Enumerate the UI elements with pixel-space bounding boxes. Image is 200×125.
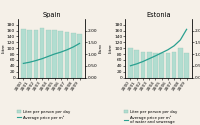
Title: Estonia: Estonia [146,12,171,18]
Bar [40,28,44,78]
Bar [128,48,133,78]
Y-axis label: Euro: Euro [99,43,103,53]
Bar [141,52,145,78]
Bar [27,30,32,78]
Bar [147,52,152,78]
Legend: Litre per person per day, Average price per m³
of water and sewerage: Litre per person per day, Average price … [124,110,177,124]
Bar [34,30,38,78]
Bar [58,30,63,78]
Bar [46,30,51,78]
Bar [153,52,158,78]
Bar [184,53,189,78]
Bar [65,32,69,78]
Bar [21,29,26,78]
Bar [134,50,139,78]
Title: Spain: Spain [42,12,61,18]
Bar [159,52,164,78]
Legend: Litre per person per day, Average price per m³: Litre per person per day, Average price … [17,110,70,120]
Y-axis label: Litre: Litre [2,43,6,53]
Bar [52,30,57,78]
Bar [77,34,82,78]
Y-axis label: Litre: Litre [109,43,113,53]
Bar [166,52,170,78]
Bar [71,33,76,78]
Bar [178,48,183,78]
Bar [172,52,176,78]
